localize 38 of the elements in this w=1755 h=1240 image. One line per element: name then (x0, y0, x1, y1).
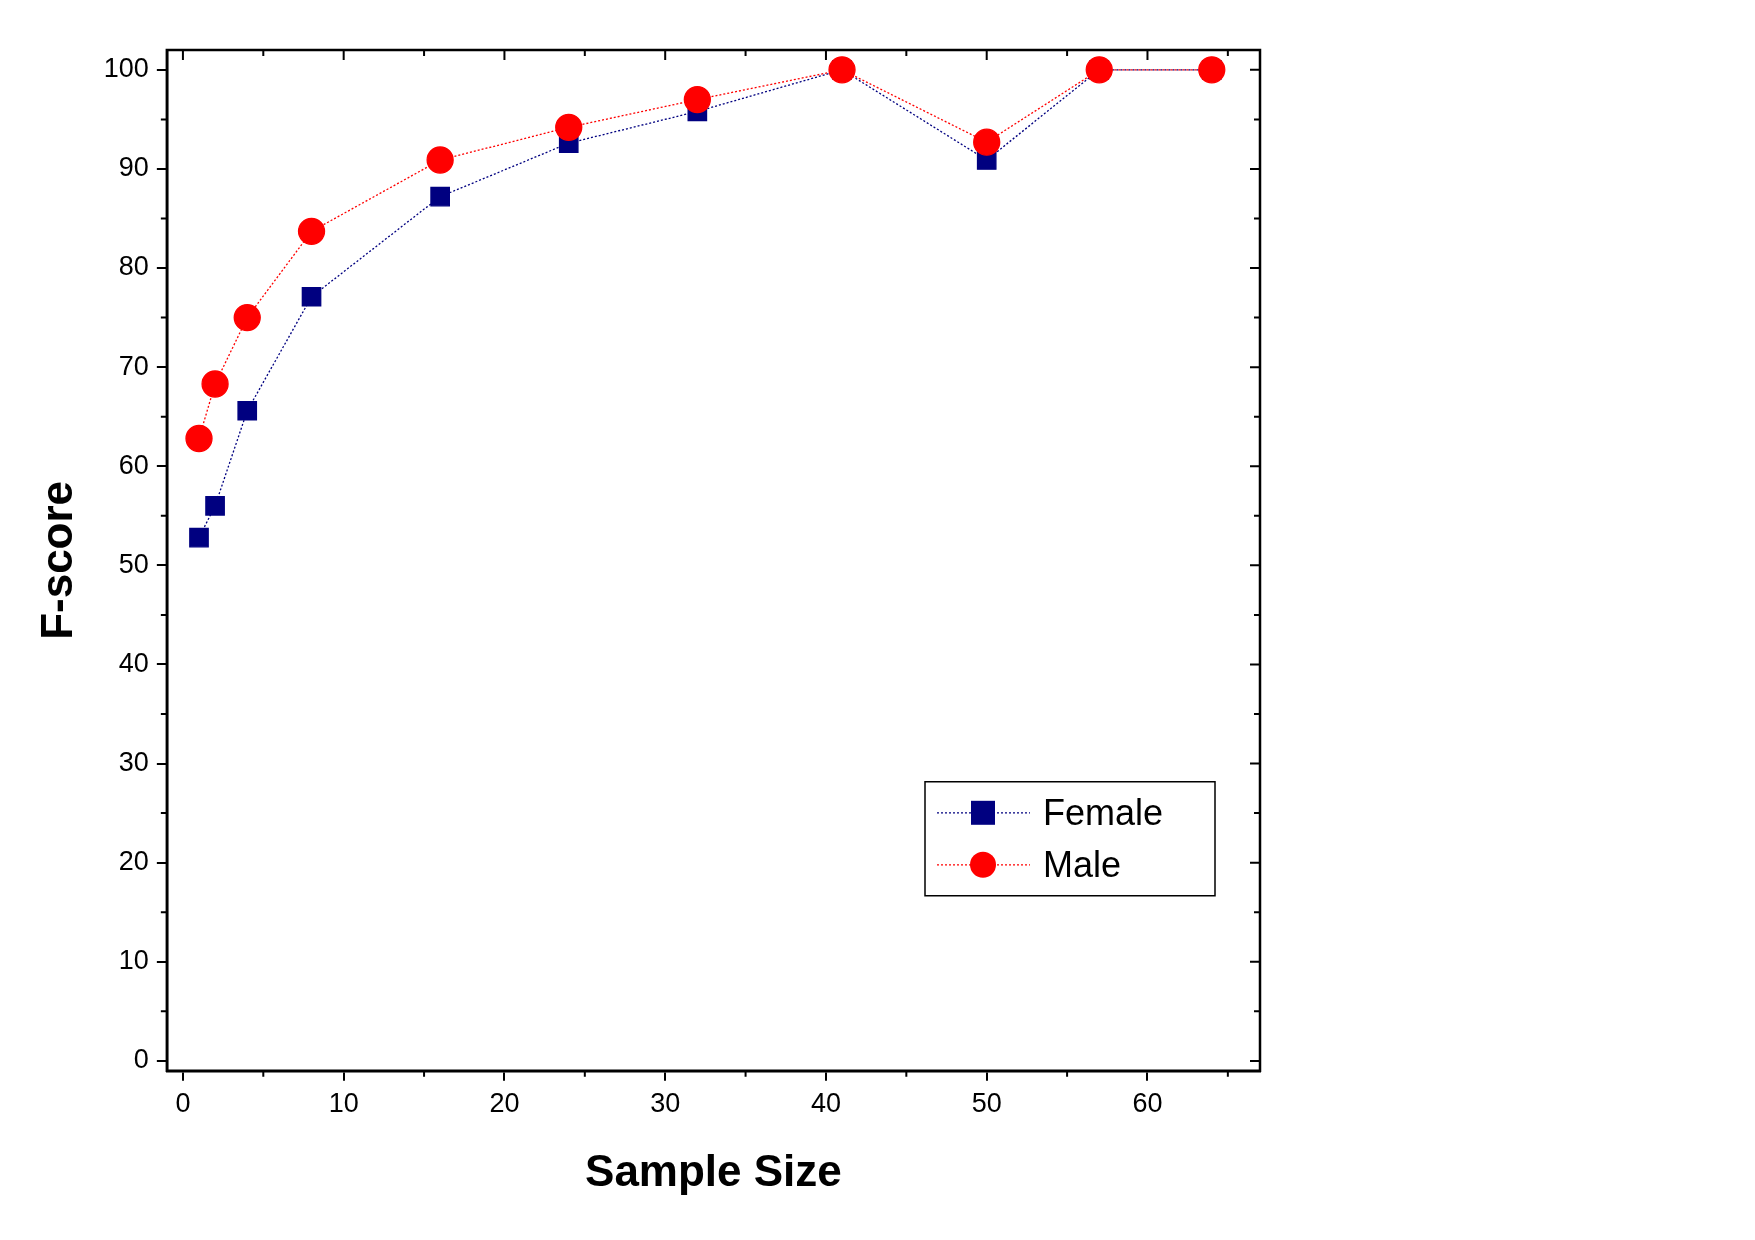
y-tick-label: 0 (133, 1044, 149, 1075)
point (237, 400, 258, 421)
point (683, 85, 711, 114)
y-tick-label: 50 (118, 548, 149, 579)
point (189, 527, 209, 548)
y-tick-label: 30 (118, 747, 149, 778)
point (233, 303, 261, 332)
x-tick-label: 0 (175, 1088, 191, 1119)
y-tick-label: 60 (118, 449, 149, 480)
point (828, 56, 856, 84)
point (1085, 56, 1113, 84)
x-tick-label: 50 (971, 1088, 1002, 1119)
x-axis-title: Sample Size (585, 1145, 842, 1195)
point (426, 146, 454, 174)
x-tick-label: 40 (810, 1088, 841, 1119)
point (185, 424, 213, 453)
point (201, 370, 229, 398)
point (555, 113, 583, 141)
y-tick-label: 10 (118, 945, 149, 976)
y-tick-label: 90 (118, 152, 149, 183)
y-tick-label: 20 (118, 846, 149, 877)
legend-label: Female (1043, 791, 1164, 833)
y-tick-label: 40 (118, 647, 149, 678)
x-tick-label: 30 (650, 1088, 681, 1119)
point (1198, 56, 1226, 84)
x-tick-label: 10 (328, 1088, 359, 1119)
y-tick-label: 100 (103, 53, 149, 84)
x-tick-label: 20 (489, 1088, 520, 1119)
point (205, 496, 225, 516)
point (301, 286, 322, 307)
x-tick-label: 60 (1132, 1088, 1163, 1119)
point (297, 217, 326, 246)
y-tick-label: 80 (118, 251, 149, 282)
point (973, 128, 1001, 156)
y-tick-label: 70 (118, 350, 149, 381)
y-axis-title: F-score (31, 480, 81, 640)
point (430, 186, 450, 207)
legend-label: Male (1043, 843, 1122, 885)
